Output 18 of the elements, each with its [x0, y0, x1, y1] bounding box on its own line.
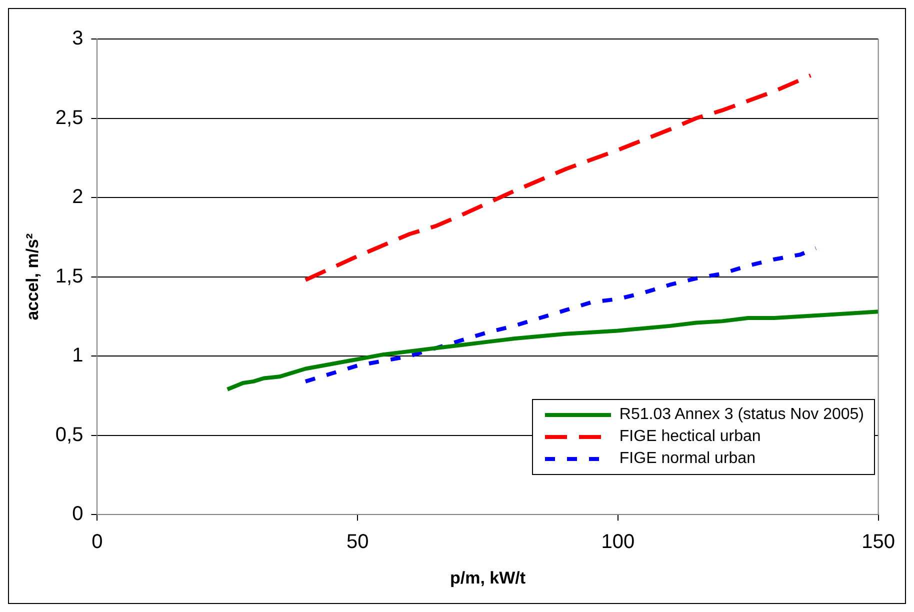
y-axis-title: accel, m/s² [22, 232, 42, 320]
x-tick-label: 150 [862, 531, 896, 554]
y-tick-label: 3 [72, 28, 84, 50]
y-tick-label: 1 [72, 344, 84, 367]
y-tick-label: 0,5 [55, 424, 84, 446]
y-tick-label: 1,5 [55, 265, 84, 288]
legend-label: FIGE normal urban [619, 449, 756, 469]
y-tick-label: 2 [72, 186, 84, 208]
x-tick-label: 50 [346, 531, 369, 554]
legend-label: R51.03 Annex 3 (status Nov 2005) [619, 405, 864, 425]
x-tick-label: 100 [601, 531, 635, 554]
line-series [304, 73, 813, 282]
y-tick-label: 2,5 [55, 106, 84, 129]
legend-label: FIGE hectical urban [619, 427, 761, 447]
line-series [304, 246, 818, 384]
x-tick-label: 0 [92, 531, 103, 554]
y-tick-label: 0 [72, 503, 84, 526]
x-axis-title: p/m, kW/t [450, 568, 526, 588]
